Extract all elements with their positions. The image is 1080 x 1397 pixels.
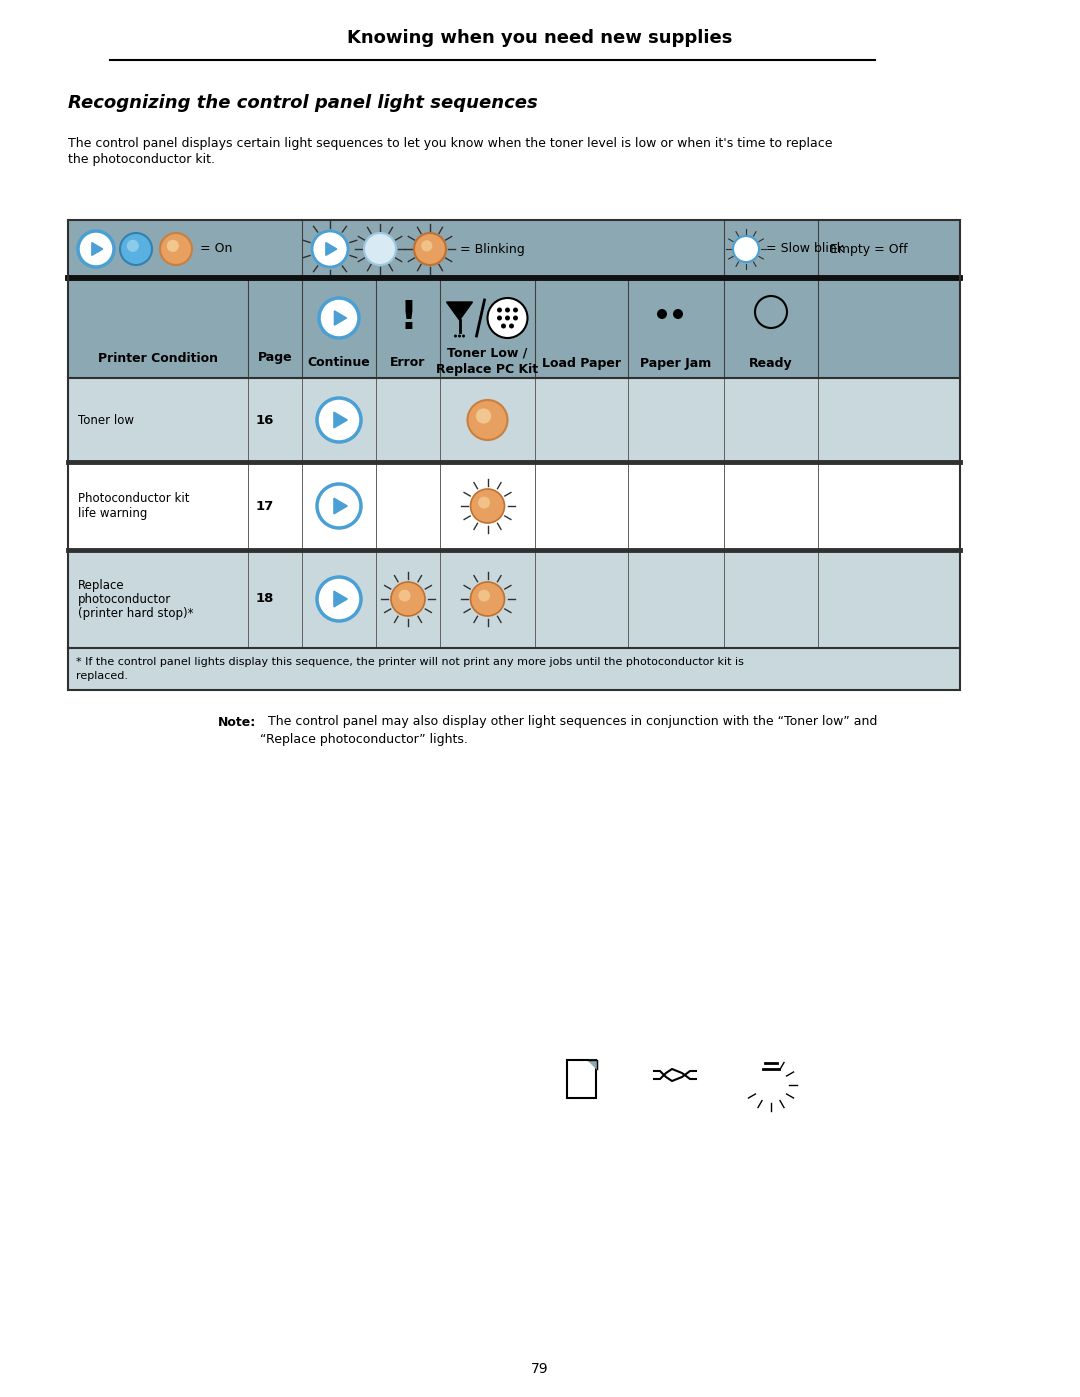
- Text: Note:: Note:: [218, 715, 256, 728]
- Circle shape: [468, 400, 508, 440]
- Circle shape: [399, 590, 410, 602]
- Circle shape: [160, 233, 192, 265]
- Polygon shape: [92, 243, 103, 256]
- Text: replaced.: replaced.: [76, 671, 129, 680]
- Circle shape: [471, 489, 504, 522]
- Circle shape: [462, 334, 465, 338]
- Text: photoconductor: photoconductor: [78, 592, 172, 605]
- Bar: [68, 278, 960, 379]
- Text: Recognizing the control panel light sequences: Recognizing the control panel light sequ…: [68, 94, 538, 112]
- Circle shape: [733, 236, 759, 263]
- Circle shape: [471, 583, 504, 616]
- Text: life warning: life warning: [78, 507, 147, 520]
- Circle shape: [501, 324, 507, 328]
- Circle shape: [391, 583, 426, 616]
- Text: = On: = On: [200, 243, 232, 256]
- Text: the photoconductor kit.: the photoconductor kit.: [68, 154, 215, 166]
- Circle shape: [497, 307, 502, 313]
- Text: = Slow blink: = Slow blink: [766, 243, 843, 256]
- Text: Photoconductor kit: Photoconductor kit: [78, 493, 189, 506]
- Text: = Blinking: = Blinking: [460, 243, 525, 256]
- Circle shape: [497, 316, 502, 320]
- Bar: [68, 219, 960, 690]
- Circle shape: [513, 316, 518, 320]
- Text: Error: Error: [390, 356, 426, 369]
- Bar: [68, 462, 960, 550]
- Circle shape: [509, 324, 514, 328]
- Text: “Replace photoconductor” lights.: “Replace photoconductor” lights.: [260, 733, 468, 746]
- Text: * If the control panel lights display this sequence, the printer will not print : * If the control panel lights display th…: [76, 657, 744, 666]
- Text: Replace: Replace: [78, 578, 124, 591]
- Polygon shape: [335, 312, 347, 326]
- Polygon shape: [588, 1060, 596, 1069]
- Text: Page: Page: [258, 352, 293, 365]
- Circle shape: [513, 307, 518, 313]
- Circle shape: [166, 240, 179, 251]
- Text: The control panel may also display other light sequences in conjunction with the: The control panel may also display other…: [260, 715, 877, 728]
- Circle shape: [478, 497, 490, 509]
- Circle shape: [318, 577, 361, 622]
- Circle shape: [421, 240, 432, 251]
- Circle shape: [505, 316, 510, 320]
- Polygon shape: [446, 302, 473, 320]
- Text: 16: 16: [256, 414, 274, 426]
- Polygon shape: [334, 499, 348, 514]
- Text: 17: 17: [256, 500, 274, 513]
- Text: Empty = Off: Empty = Off: [831, 243, 907, 256]
- Circle shape: [476, 408, 491, 423]
- Text: Load Paper: Load Paper: [542, 356, 621, 369]
- Polygon shape: [326, 243, 337, 256]
- Circle shape: [120, 233, 152, 265]
- Circle shape: [454, 334, 457, 338]
- Text: (printer hard stop)*: (printer hard stop)*: [78, 606, 193, 619]
- Circle shape: [78, 231, 114, 267]
- Polygon shape: [334, 412, 348, 427]
- Text: Continue: Continue: [308, 356, 370, 369]
- Text: 79: 79: [531, 1362, 549, 1376]
- Circle shape: [505, 307, 510, 313]
- Circle shape: [487, 298, 527, 338]
- Circle shape: [318, 483, 361, 528]
- Text: Knowing when you need new supplies: Knowing when you need new supplies: [348, 29, 732, 47]
- Text: !: !: [400, 299, 417, 337]
- Circle shape: [414, 233, 446, 265]
- Bar: [68, 219, 960, 278]
- Bar: [68, 550, 960, 648]
- Bar: [68, 648, 960, 690]
- Text: Toner low: Toner low: [78, 414, 134, 426]
- Circle shape: [458, 334, 461, 338]
- Bar: [567, 1060, 596, 1098]
- Text: Ready: Ready: [750, 356, 793, 369]
- Bar: [68, 379, 960, 462]
- Circle shape: [312, 231, 348, 267]
- Circle shape: [318, 398, 361, 441]
- Text: Toner Low /: Toner Low /: [447, 346, 528, 359]
- Circle shape: [478, 590, 490, 602]
- Text: The control panel displays certain light sequences to let you know when the tone: The control panel displays certain light…: [68, 137, 833, 149]
- Polygon shape: [334, 591, 348, 606]
- Circle shape: [319, 298, 359, 338]
- Circle shape: [657, 309, 667, 319]
- Circle shape: [364, 233, 396, 265]
- Text: 18: 18: [256, 592, 274, 605]
- Text: Replace PC Kit: Replace PC Kit: [436, 362, 539, 376]
- Text: Paper Jam: Paper Jam: [640, 356, 712, 369]
- Circle shape: [673, 309, 683, 319]
- Text: Printer Condition: Printer Condition: [98, 352, 218, 365]
- Circle shape: [126, 240, 139, 251]
